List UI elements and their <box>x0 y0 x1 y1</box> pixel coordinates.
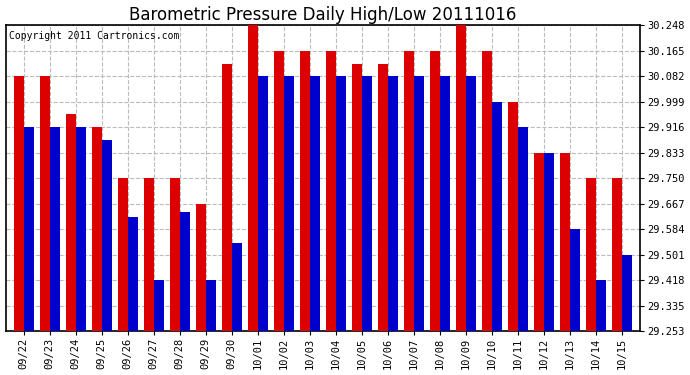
Bar <box>595 280 606 331</box>
Bar <box>101 140 112 331</box>
Bar <box>430 51 440 331</box>
Text: Copyright 2011 Cartronics.com: Copyright 2011 Cartronics.com <box>9 31 179 41</box>
Bar <box>310 76 319 331</box>
Bar <box>92 127 101 331</box>
Bar <box>560 153 570 331</box>
Bar <box>378 64 388 331</box>
Bar <box>388 76 397 331</box>
Bar <box>66 114 76 331</box>
Bar <box>466 76 475 331</box>
Bar <box>274 51 284 331</box>
Bar <box>258 76 268 331</box>
Bar <box>222 64 232 331</box>
Bar <box>440 76 450 331</box>
Bar <box>544 153 553 331</box>
Bar <box>206 280 216 331</box>
Bar <box>128 217 137 331</box>
Bar <box>586 178 595 331</box>
Bar <box>154 280 164 331</box>
Bar <box>232 243 241 331</box>
Bar <box>534 153 544 331</box>
Bar <box>180 212 190 331</box>
Bar <box>23 127 34 331</box>
Bar <box>456 25 466 331</box>
Bar <box>118 178 128 331</box>
Bar <box>40 76 50 331</box>
Bar <box>76 127 86 331</box>
Bar <box>414 76 424 331</box>
Bar <box>612 178 622 331</box>
Bar <box>248 25 258 331</box>
Bar <box>326 51 336 331</box>
Bar <box>50 127 59 331</box>
Title: Barometric Pressure Daily High/Low 20111016: Barometric Pressure Daily High/Low 20111… <box>129 6 517 24</box>
Bar <box>336 76 346 331</box>
Bar <box>622 255 631 331</box>
Bar <box>570 230 580 331</box>
Bar <box>196 204 206 331</box>
Bar <box>300 51 310 331</box>
Bar <box>404 51 414 331</box>
Bar <box>352 64 362 331</box>
Bar <box>508 102 518 331</box>
Bar <box>14 76 23 331</box>
Bar <box>284 76 294 331</box>
Bar <box>492 102 502 331</box>
Bar <box>362 76 372 331</box>
Bar <box>144 178 154 331</box>
Bar <box>482 51 492 331</box>
Bar <box>170 178 180 331</box>
Bar <box>518 127 528 331</box>
